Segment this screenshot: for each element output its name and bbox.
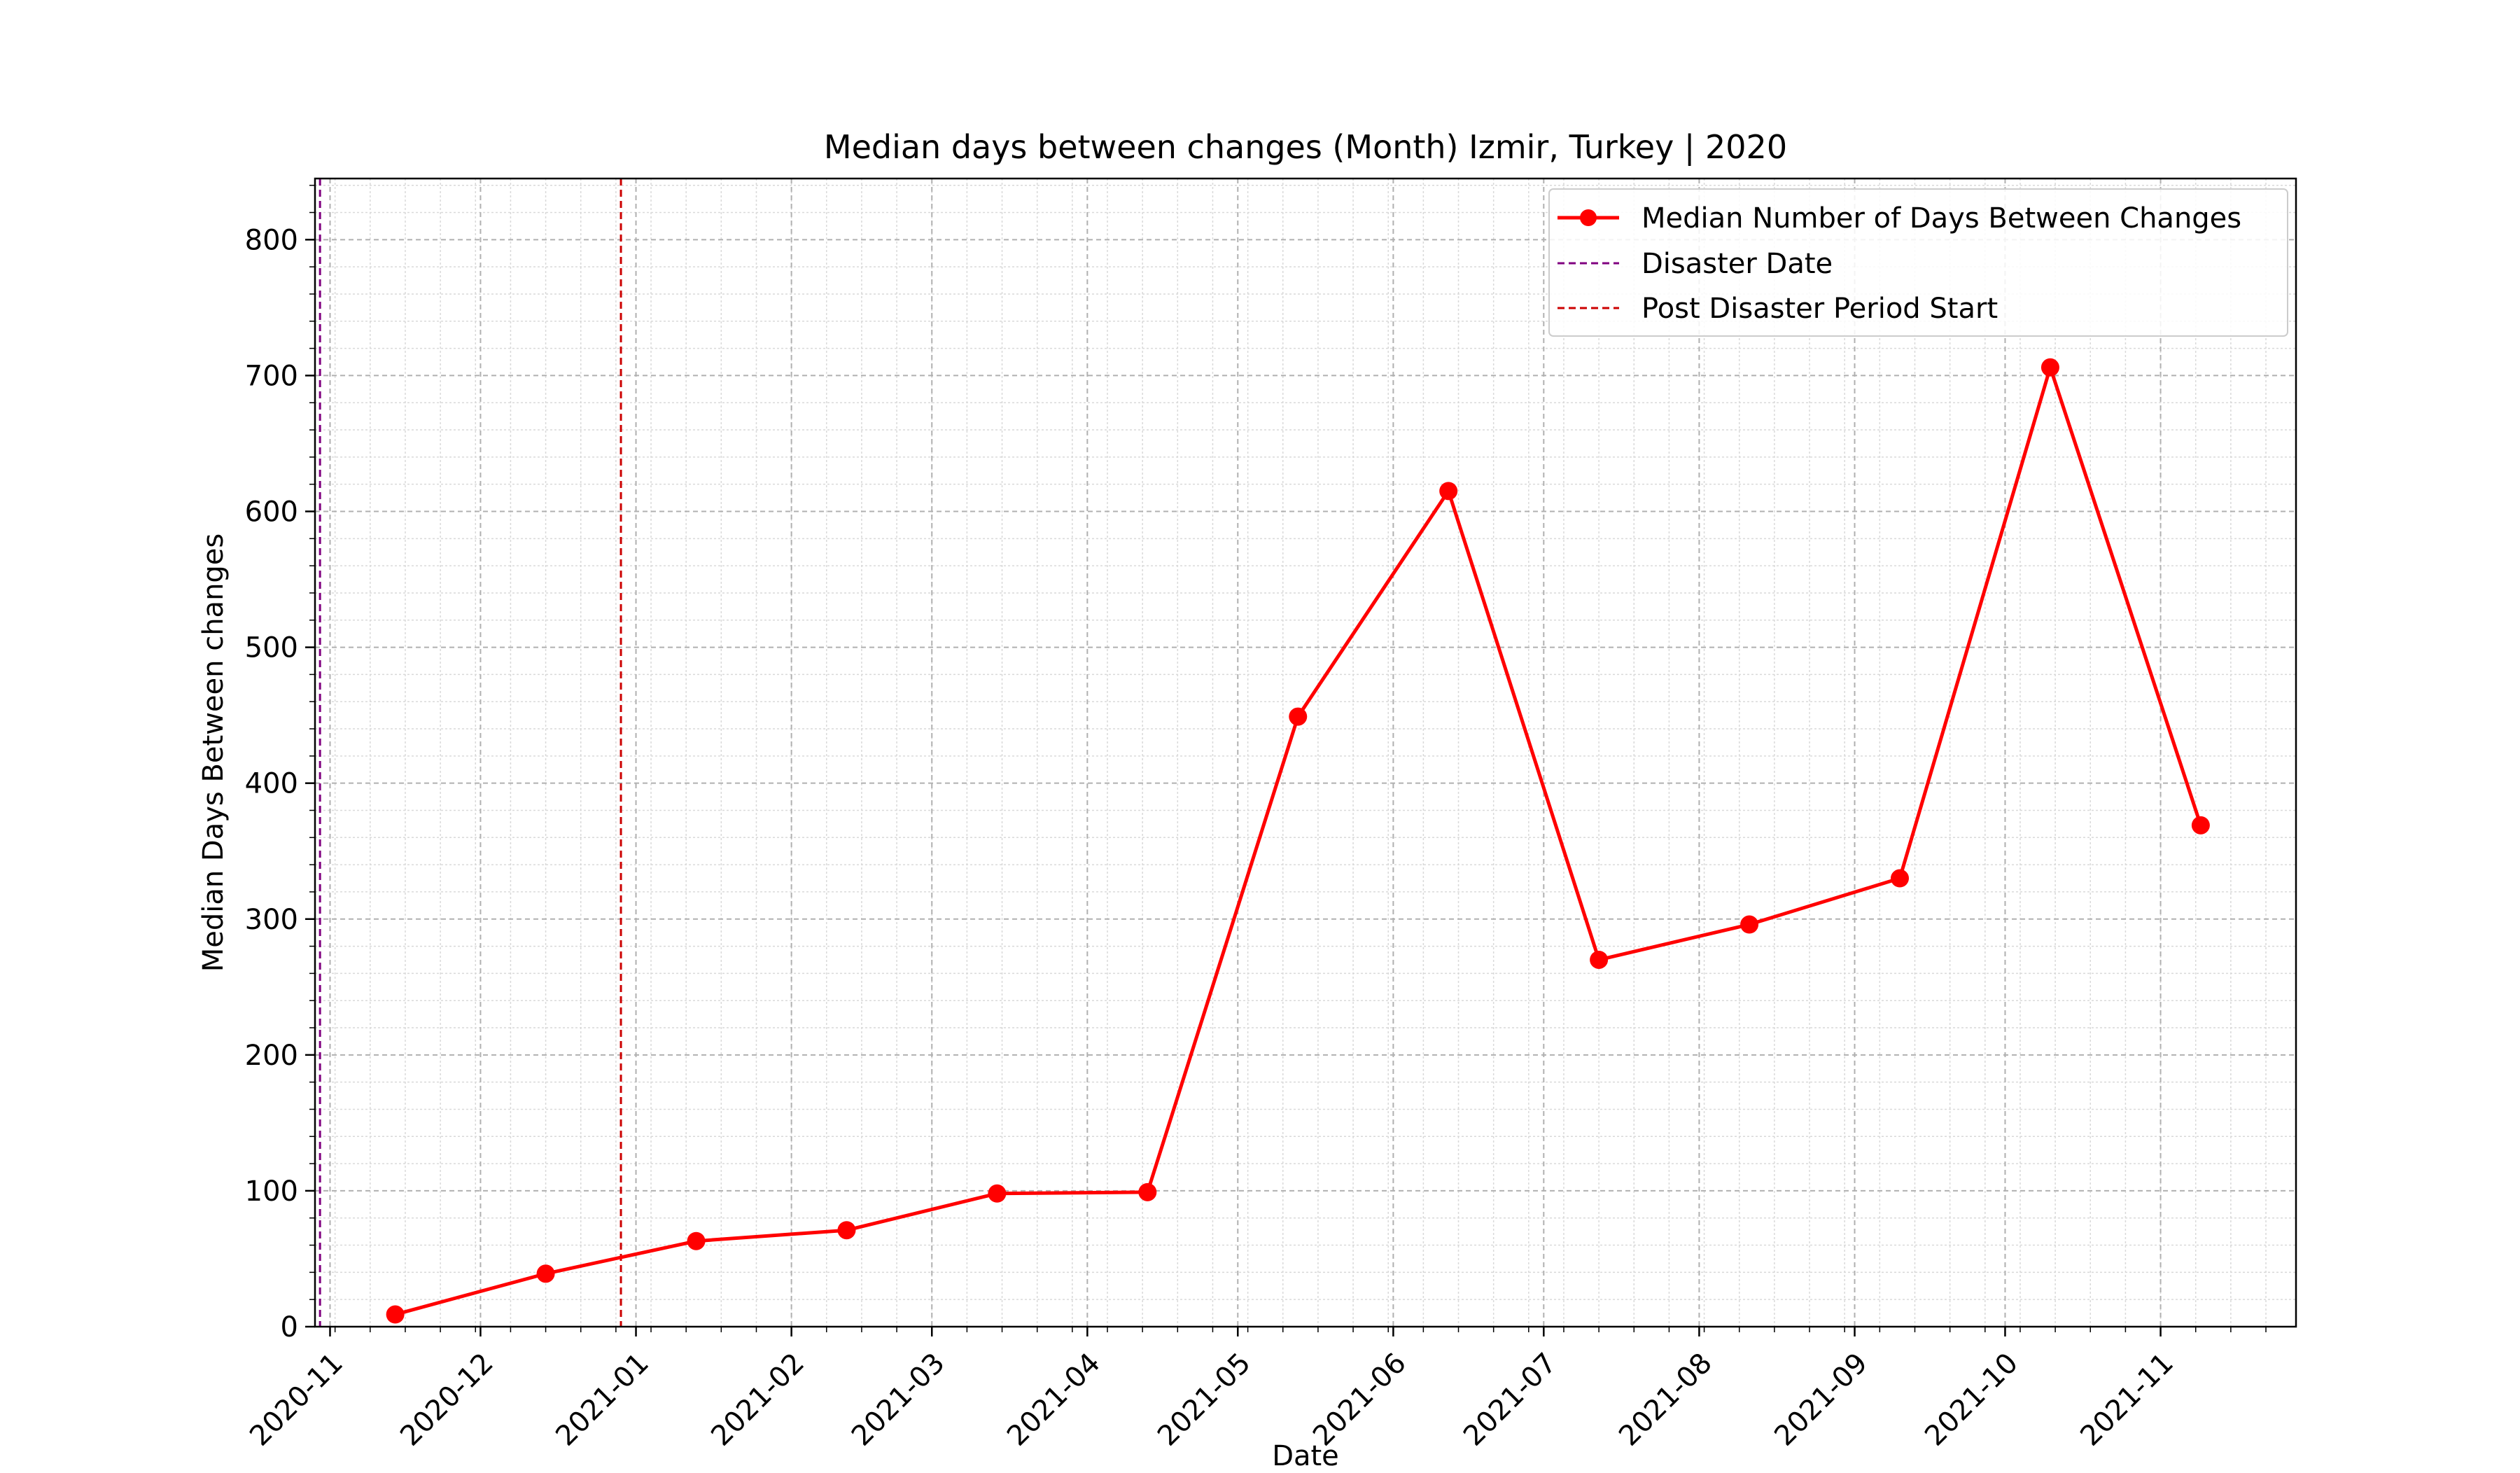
y-axis-label: Median Days Between changes — [197, 533, 230, 972]
data-point — [837, 1221, 856, 1240]
legend-label-post-disaster: Post Disaster Period Start — [1642, 293, 1998, 325]
data-point — [536, 1264, 555, 1283]
legend-label-disaster: Disaster Date — [1642, 248, 1833, 280]
axis-ticks — [305, 184, 2267, 1336]
y-tick-label: 100 — [245, 1175, 298, 1208]
legend-box — [1548, 188, 2288, 337]
legend-marker-series — [1580, 209, 1597, 226]
y-tick-label: 700 — [245, 360, 298, 392]
plot-frame — [314, 177, 2297, 1328]
data-point — [2040, 358, 2059, 377]
data-point — [1289, 707, 1308, 726]
chart-title: Median days between changes (Month) Izmi… — [824, 128, 1787, 167]
y-tick-label: 800 — [245, 224, 298, 256]
legend-label-series: Median Number of Days Between Changes — [1642, 202, 2241, 235]
y-tick-label: 400 — [245, 768, 298, 800]
data-point — [1891, 869, 1909, 888]
reference-lines — [318, 179, 622, 1327]
data-point — [988, 1184, 1007, 1203]
data-series — [386, 358, 2210, 1324]
data-point — [386, 1305, 405, 1324]
data-point — [1740, 915, 1759, 934]
data-point — [1138, 1182, 1157, 1201]
y-tick-label: 500 — [245, 632, 298, 664]
data-point — [1590, 950, 1609, 969]
y-tick-label: 0 — [281, 1311, 298, 1343]
y-tick-label: 200 — [245, 1040, 298, 1072]
data-point — [1439, 482, 1458, 501]
y-tick-label: 300 — [245, 904, 298, 936]
legend: Median Number of Days Between Changes Di… — [1548, 188, 2288, 337]
data-point — [2191, 816, 2210, 835]
x-axis-label: Date — [1272, 1440, 1339, 1470]
data-point — [687, 1231, 706, 1250]
y-tick-label: 600 — [245, 496, 298, 529]
